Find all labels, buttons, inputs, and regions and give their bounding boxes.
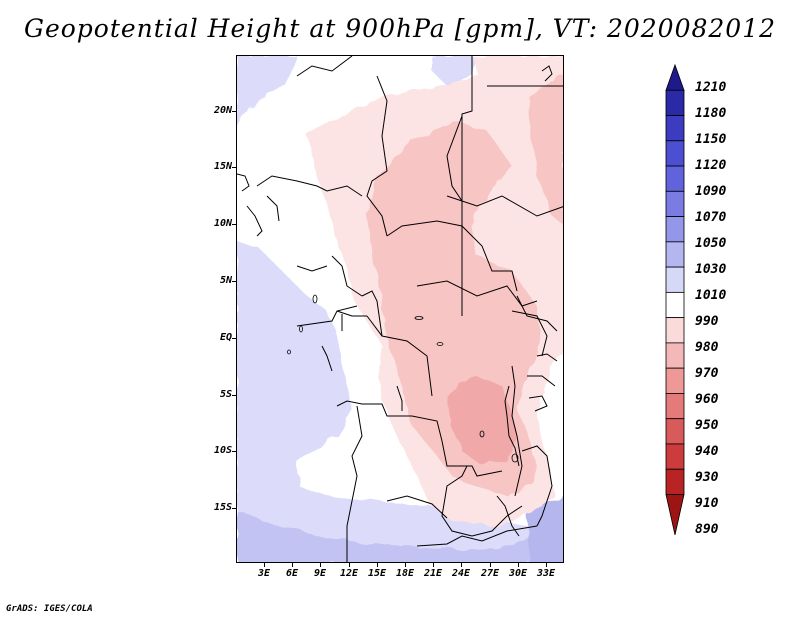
lat-label: 10S [213,445,232,456]
colorbar-label: 890 [695,522,719,537]
lat-tick [232,224,236,225]
lon-label: 30E [508,568,528,579]
colorbar-segment [665,266,685,293]
colorbar-segment [665,367,685,394]
colorbar-segment [665,443,685,470]
contour-1010-west [237,56,297,126]
colorbar-segment [665,216,685,243]
colorbar-segment [665,115,685,142]
lon-label: 24E [451,568,471,579]
lon-tick [461,563,462,567]
lon-tick [405,563,406,567]
contour-970-basin [447,376,517,466]
lon-label: 6E [285,568,299,579]
colorbar-label: 1050 [695,236,727,251]
colorbar-segment [665,241,685,268]
colorbar-label: 1150 [695,132,727,147]
grads-credit: GrADS: IGES/COLA [6,604,93,614]
lon-tick [518,563,519,567]
lon-tick [433,563,434,567]
colorbar-label: 1180 [695,106,727,121]
lon-label: 3E [257,568,271,579]
colorbar-segment [665,468,685,495]
lon-label: 33E [536,568,556,579]
contour-1010-ne [432,56,477,86]
lat-tick [232,111,236,112]
lon-label: 18E [395,568,415,579]
colorbar-label: 1090 [695,184,727,199]
colorbar-label: 1210 [695,80,727,95]
lon-label: 15E [367,568,387,579]
colorbar-label: 970 [695,366,719,381]
lat-label: EQ [219,332,232,343]
colorbar-label: 940 [695,444,719,459]
colorbar-label: 1120 [695,158,727,173]
contour-980-ne [527,76,563,225]
colorbar-bottom-arrow [665,494,685,535]
colorbar-segment [665,393,685,420]
lat-label: 5N [219,275,232,286]
colorbar-segment [665,342,685,369]
colorbar-label: 1070 [695,210,727,225]
contour-1030-south [237,511,563,562]
colorbar-label: 950 [695,418,719,433]
lon-label: 21E [423,568,443,579]
colorbar-segment [665,291,685,319]
country-borders [237,56,563,562]
lat-tick [232,281,236,282]
map-field [237,56,563,562]
colorbar-segment [665,140,685,167]
colorbar [665,63,685,535]
lon-label: 12E [339,568,359,579]
colorbar-label: 1030 [695,262,727,277]
colorbar-segment [665,317,685,344]
contour-1030-se [527,496,563,562]
lat-tick [232,451,236,452]
colorbar-label: 960 [695,392,719,407]
lon-tick [546,563,547,567]
lat-label: 15N [213,161,232,172]
lon-label: 27E [480,568,500,579]
colorbar-label: 990 [695,314,719,329]
lon-tick [264,563,265,567]
lat-label: 15S [213,502,232,513]
lon-tick [377,563,378,567]
colorbar-top-arrow [665,63,685,91]
colorbar-segment [665,165,685,192]
map-title: Geopotential Height at 900hPa [gpm], VT:… [23,14,777,43]
colorbar-label: 1010 [695,288,727,303]
lon-tick [292,563,293,567]
colorbar-label: 910 [695,496,719,511]
lat-label: 20N [213,105,232,116]
lon-label: 9E [313,568,327,579]
colorbar-segment [665,190,685,217]
contour-1010-atlantic [237,241,563,562]
colorbar-label: 930 [695,470,719,485]
colorbar-segment [665,418,685,445]
lat-label: 10N [213,218,232,229]
lat-tick [232,167,236,168]
lon-tick [349,563,350,567]
colorbar-label: 980 [695,340,719,355]
lat-tick [232,338,236,339]
lon-tick [320,563,321,567]
map-panel [236,55,564,563]
colorbar-segment [665,89,685,116]
lat-tick [232,508,236,509]
lat-label: 5S [219,389,232,400]
lon-tick [490,563,491,567]
lat-tick [232,395,236,396]
